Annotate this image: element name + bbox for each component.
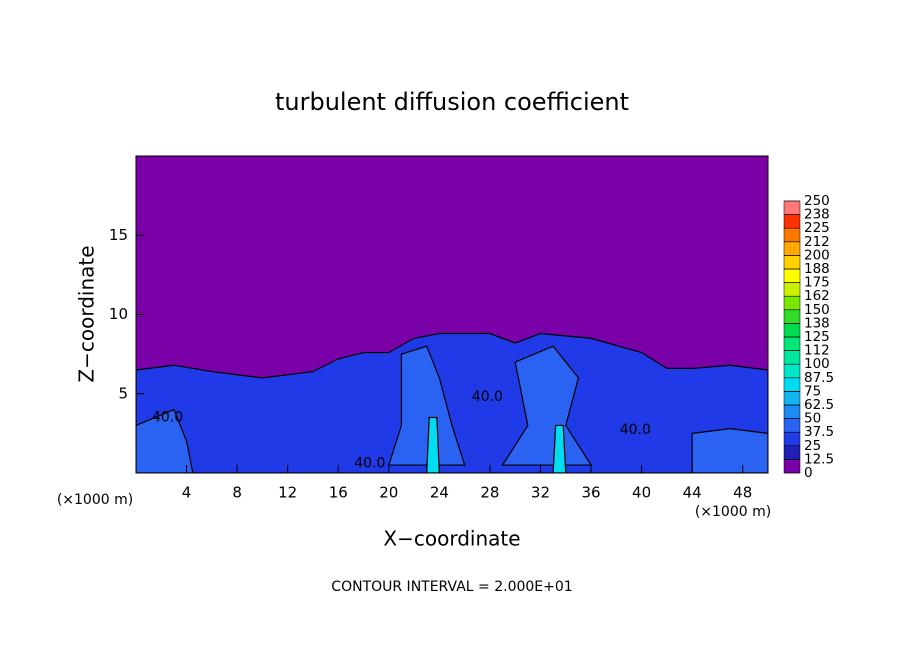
region [691,428,768,473]
region [501,345,593,466]
colorbar-label: 162 [804,288,830,304]
colorbar-bin [783,214,801,229]
colorbar-bin [783,323,801,338]
y-tick-label: 5 [118,384,128,402]
colorbar-bin [783,309,801,324]
x-tick-label: 36 [581,484,600,502]
colorbar-bin [783,200,801,215]
region [387,345,466,466]
contour-label: 40.0 [152,410,183,426]
colorbar-label: 200 [804,247,830,263]
colorbar-bin [783,363,801,379]
contour-label: 40.0 [354,455,385,471]
colorbar-label: 12.5 [804,451,834,467]
footer: CONTOUR INTERVAL = 2.000E+01 [331,579,572,595]
colorbar-label: 87.5 [804,370,834,386]
colorbar-label: 138 [804,315,830,331]
colorbar-bin [783,431,801,447]
colorbar-label: 188 [804,261,830,277]
colorbar-bin [783,282,801,297]
contour-label: 40.0 [472,389,503,405]
colorbar-bin [783,255,801,270]
colorbar-label: 125 [804,329,830,345]
x-tick-label: 4 [182,484,192,502]
colorbar-label: 62.5 [804,397,834,413]
x-tick-label: 16 [329,484,348,502]
colorbar-label: 238 [804,207,830,223]
colorbar-label: 175 [804,275,830,291]
y-tick-label: 10 [109,305,128,323]
colorbar-label: 50 [804,411,821,427]
colorbar-label: 112 [804,343,830,359]
colorbar-label: 212 [804,234,830,250]
region [136,408,194,473]
colorbar-bin [783,404,801,419]
x-tick-label: 8 [232,484,242,502]
colorbar-label: 0 [804,465,813,481]
colorbar-bin [783,391,801,406]
x-tick-label: 20 [379,484,398,502]
contour-label: 40.0 [620,422,651,438]
colorbar-bin [783,336,801,351]
colorbar-bin [783,350,801,365]
y-tick-label: 15 [109,226,128,244]
field: 40.0 40.0 40.0 40.0 [136,156,768,473]
x-tick-label: 48 [733,484,752,502]
colorbar-label: 75 [804,383,821,399]
region [426,416,440,473]
colorbar-bin [783,227,801,243]
colorbar-bin [783,295,801,311]
colorbar-bin [783,459,801,474]
colorbar-label: 150 [804,302,830,318]
colorbar-label: 225 [804,220,830,236]
chart-title: turbulent diffusion coefficient [275,88,629,116]
colorbar-bin [783,418,801,433]
region [552,424,567,473]
y-axis-label: Z−coordinate [75,245,99,382]
colorbar-bin [783,241,801,256]
region [136,332,768,473]
x-tick-label: 28 [480,484,499,502]
colorbar-label: 25 [804,438,821,454]
x-tick-label: 40 [632,484,651,502]
x-unit: (×1000 m) [695,504,771,520]
x-tick-label: 44 [683,484,702,502]
colorbar-label: 250 [804,193,830,209]
colorbar-bin [783,268,801,283]
colorbar-bin [783,377,801,392]
colorbar-label: 100 [804,356,830,372]
x-axis-label: X−coordinate [383,527,520,551]
colorbar-bin [783,445,801,460]
x-tick-label: 12 [278,484,297,502]
x-tick-label: 32 [531,484,550,502]
x-tick-label: 24 [430,484,449,502]
x-unit: (×1000 m) [57,492,133,508]
colorbar-label: 37.5 [804,424,834,440]
